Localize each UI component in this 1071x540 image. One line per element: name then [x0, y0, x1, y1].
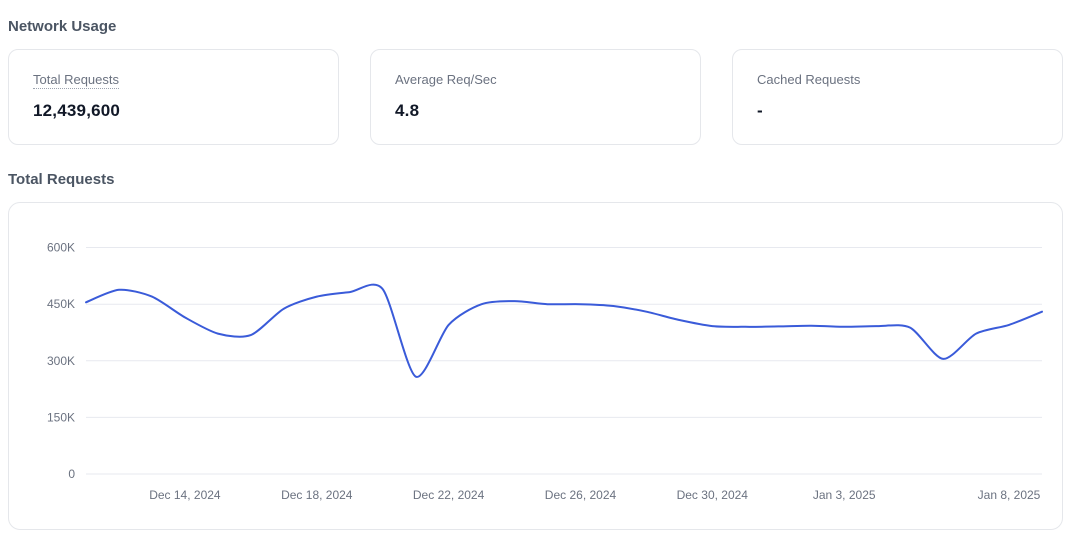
x-axis-tick-labels: Dec 14, 2024 Dec 18, 2024 Dec 22, 2024 Dec …: [149, 488, 1040, 502]
stat-value-total-requests: 12,439,600: [33, 101, 121, 120]
x-tick-label: Dec 26, 2024: [545, 488, 617, 502]
x-tick-label: Jan 3, 2025: [813, 488, 876, 502]
x-tick-label: Dec 30, 2024: [677, 488, 749, 502]
stat-card-average-req-sec: Average Req/Sec 4.8: [370, 49, 701, 145]
y-tick-label: 0: [68, 467, 75, 481]
total-requests-line-chart-svg: 0 150K 300K 450K 600K Dec 14, 2024 Dec 18, 202…: [47, 241, 1043, 502]
y-tick-label: 150K: [47, 410, 75, 424]
section-title-network-usage: Network Usage: [8, 18, 117, 35]
x-tick-label: Dec 18, 2024: [281, 488, 353, 502]
total-requests-chart: 0 150K 300K 450K 600K Dec 14, 2024 Dec 18, 202…: [9, 203, 1062, 529]
stat-value-cached-requests: -: [757, 101, 763, 120]
chart-gridlines: [86, 247, 1042, 475]
y-tick-label: 300K: [47, 354, 75, 368]
stat-card-cached-requests: Cached Requests -: [732, 49, 1063, 145]
chart-line-total-requests: [85, 283, 1043, 378]
x-tick-label: Jan 8, 2025: [978, 488, 1041, 502]
stat-card-total-requests: Total Requests 12,439,600: [8, 49, 339, 145]
stat-value-average-req-sec: 4.8: [395, 101, 420, 120]
y-tick-label: 450K: [47, 297, 75, 311]
chart-card: 0 150K 300K 450K 600K Dec 14, 2024 Dec 18, 202…: [8, 202, 1063, 530]
y-tick-label: 600K: [47, 241, 75, 255]
stat-label-cached-requests: Cached Requests: [757, 72, 861, 87]
x-tick-label: Dec 14, 2024: [149, 488, 221, 502]
stat-label-average-req-sec: Average Req/Sec: [395, 72, 497, 87]
stat-cards-row: Total Requests 12,439,600 Average Req/Se…: [8, 49, 1063, 145]
stat-label-total-requests[interactable]: Total Requests: [33, 72, 119, 89]
section-title-total-requests: Total Requests: [8, 171, 115, 188]
x-tick-label: Dec 22, 2024: [413, 488, 485, 502]
y-axis-tick-labels: 0 150K 300K 450K 600K: [47, 241, 75, 482]
